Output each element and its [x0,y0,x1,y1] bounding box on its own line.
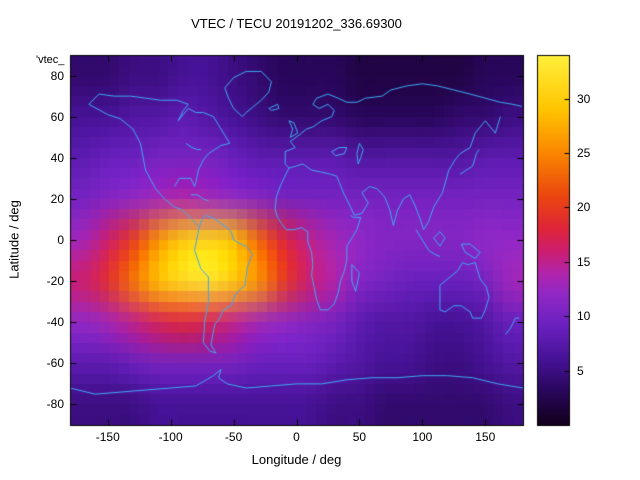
x-tick-label: -100 [158,430,183,444]
x-tick-label: 100 [412,430,433,444]
y-tick-label: -40 [46,315,64,330]
x-tick-label: 50 [352,430,367,444]
key-label: 'vtec_ [36,54,65,66]
y-axis-label: Latitude / deg [6,200,22,279]
x-axis-label: Longitude / deg [251,452,342,467]
y-tick-label: -60 [46,356,64,371]
x-tick-label: -150 [95,430,120,444]
y-tick-label: -20 [46,274,64,289]
x-tick-label: 0 [293,430,300,444]
colorbar-tick-label: 30 [577,91,591,106]
y-tick-label: 80 [50,68,64,83]
x-tick-label: -50 [224,430,243,444]
x-tick-label: 150 [475,430,496,444]
y-tick-label: 20 [50,191,64,206]
colorbar-tick-label: 25 [577,145,591,160]
y-tick-label: 0 [57,233,64,247]
chart-title: VTEC / TECU 20191202_336.69300 [191,16,402,31]
colorbar-tick-label: 5 [577,363,584,378]
y-tick-label: 40 [50,150,64,165]
y-tick-label: -80 [46,397,64,412]
y-tick-label: 60 [50,109,64,124]
colorbar-tick-label: 20 [577,200,591,215]
colorbar-tick-label: 15 [577,254,591,269]
colorbar-tick-label: 10 [577,309,591,324]
